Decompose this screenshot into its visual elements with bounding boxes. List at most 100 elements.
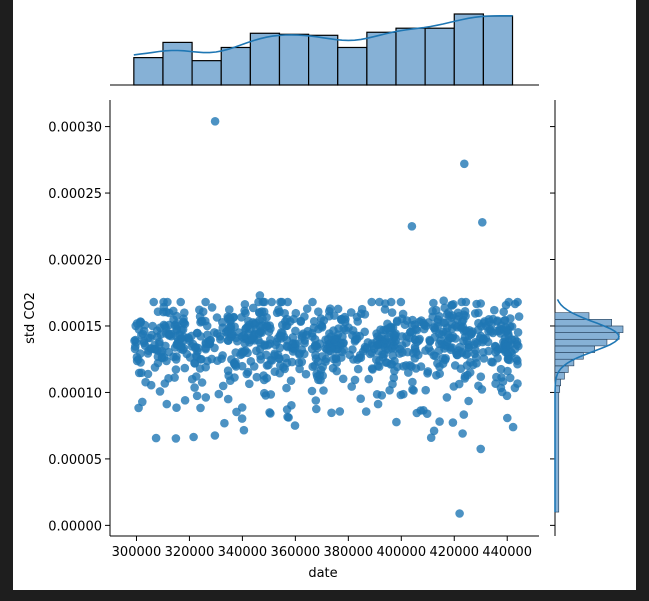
data-point xyxy=(405,333,414,343)
data-point xyxy=(479,354,489,363)
y-tick-label: 0.00025 xyxy=(48,187,102,202)
data-point xyxy=(231,362,241,371)
data-point xyxy=(240,300,250,309)
data-point xyxy=(389,373,399,383)
data-point xyxy=(198,307,208,317)
data-point xyxy=(288,347,298,356)
data-point xyxy=(471,346,480,355)
data-point xyxy=(248,332,257,342)
data-point xyxy=(505,373,515,383)
data-point xyxy=(353,364,363,374)
data-point xyxy=(438,354,448,363)
data-point xyxy=(287,401,296,410)
data-point xyxy=(392,417,401,427)
data-point xyxy=(412,408,422,418)
data-point xyxy=(258,314,267,324)
data-point xyxy=(207,303,217,312)
data-point xyxy=(301,369,311,379)
data-point xyxy=(328,363,338,373)
data-point xyxy=(419,406,428,415)
data-point xyxy=(291,339,300,349)
data-point xyxy=(423,369,432,378)
data-point xyxy=(150,363,160,372)
data-point xyxy=(218,381,228,391)
data-point xyxy=(408,385,417,394)
data-point xyxy=(360,327,370,337)
data-point xyxy=(419,318,428,328)
data-point xyxy=(457,317,467,327)
x-tick-label: 380000 xyxy=(324,545,374,560)
y-tick-label: 0.00010 xyxy=(48,386,102,401)
data-point xyxy=(283,412,292,422)
data-point xyxy=(267,297,276,307)
data-point xyxy=(329,326,338,335)
x-histogram-bar xyxy=(220,46,251,86)
data-point xyxy=(364,374,374,384)
data-point xyxy=(410,354,420,363)
data-point xyxy=(140,341,150,351)
data-point xyxy=(476,331,486,341)
data-point xyxy=(277,297,287,307)
data-point xyxy=(396,390,406,400)
data-point xyxy=(374,346,383,356)
x-kde-curve xyxy=(133,15,513,56)
data-point xyxy=(425,335,434,345)
data-point xyxy=(196,332,205,341)
data-point xyxy=(397,332,407,341)
data-point xyxy=(223,312,232,322)
data-point xyxy=(384,332,393,342)
data-point xyxy=(499,307,509,317)
data-point xyxy=(407,321,417,330)
data-point xyxy=(210,431,220,440)
data-point xyxy=(352,331,361,340)
data-point xyxy=(295,364,304,374)
data-point xyxy=(176,341,186,351)
data-point xyxy=(308,297,317,307)
data-point xyxy=(337,316,347,325)
data-point xyxy=(149,297,158,307)
data-point xyxy=(476,444,486,454)
data-point xyxy=(207,354,216,364)
y-tick-label: 0.00005 xyxy=(48,453,102,468)
data-point xyxy=(460,372,470,381)
data-point xyxy=(349,355,358,364)
data-point xyxy=(503,413,512,423)
data-point xyxy=(224,336,233,345)
data-point xyxy=(373,332,382,341)
data-point xyxy=(333,304,343,314)
data-point xyxy=(192,391,202,401)
data-point xyxy=(131,321,140,331)
y-tick-label: 0.00015 xyxy=(48,320,102,335)
data-point xyxy=(241,308,250,318)
data-point xyxy=(237,349,247,359)
x-tick-label: 340000 xyxy=(218,545,268,560)
data-point xyxy=(151,433,161,443)
x-tick-label: 320000 xyxy=(165,545,215,560)
data-point xyxy=(492,372,501,382)
data-point xyxy=(414,336,424,345)
data-point xyxy=(286,376,296,386)
data-point xyxy=(278,320,287,330)
data-point xyxy=(391,336,401,345)
data-point xyxy=(256,351,265,361)
data-point xyxy=(356,309,366,319)
data-point xyxy=(302,304,312,314)
data-point xyxy=(361,407,371,416)
data-point xyxy=(353,317,363,326)
data-point xyxy=(501,323,511,332)
data-point xyxy=(258,297,268,307)
data-point xyxy=(476,299,486,308)
data-point xyxy=(309,317,319,326)
data-point xyxy=(220,418,229,428)
data-point xyxy=(262,321,272,330)
data-point xyxy=(157,353,167,362)
data-point xyxy=(223,394,233,404)
data-point xyxy=(234,328,244,337)
data-point xyxy=(176,297,185,307)
data-point xyxy=(302,330,311,340)
data-point xyxy=(398,309,408,319)
data-point xyxy=(512,340,522,349)
data-point xyxy=(460,159,469,169)
data-point xyxy=(164,347,174,357)
data-point xyxy=(282,383,291,393)
